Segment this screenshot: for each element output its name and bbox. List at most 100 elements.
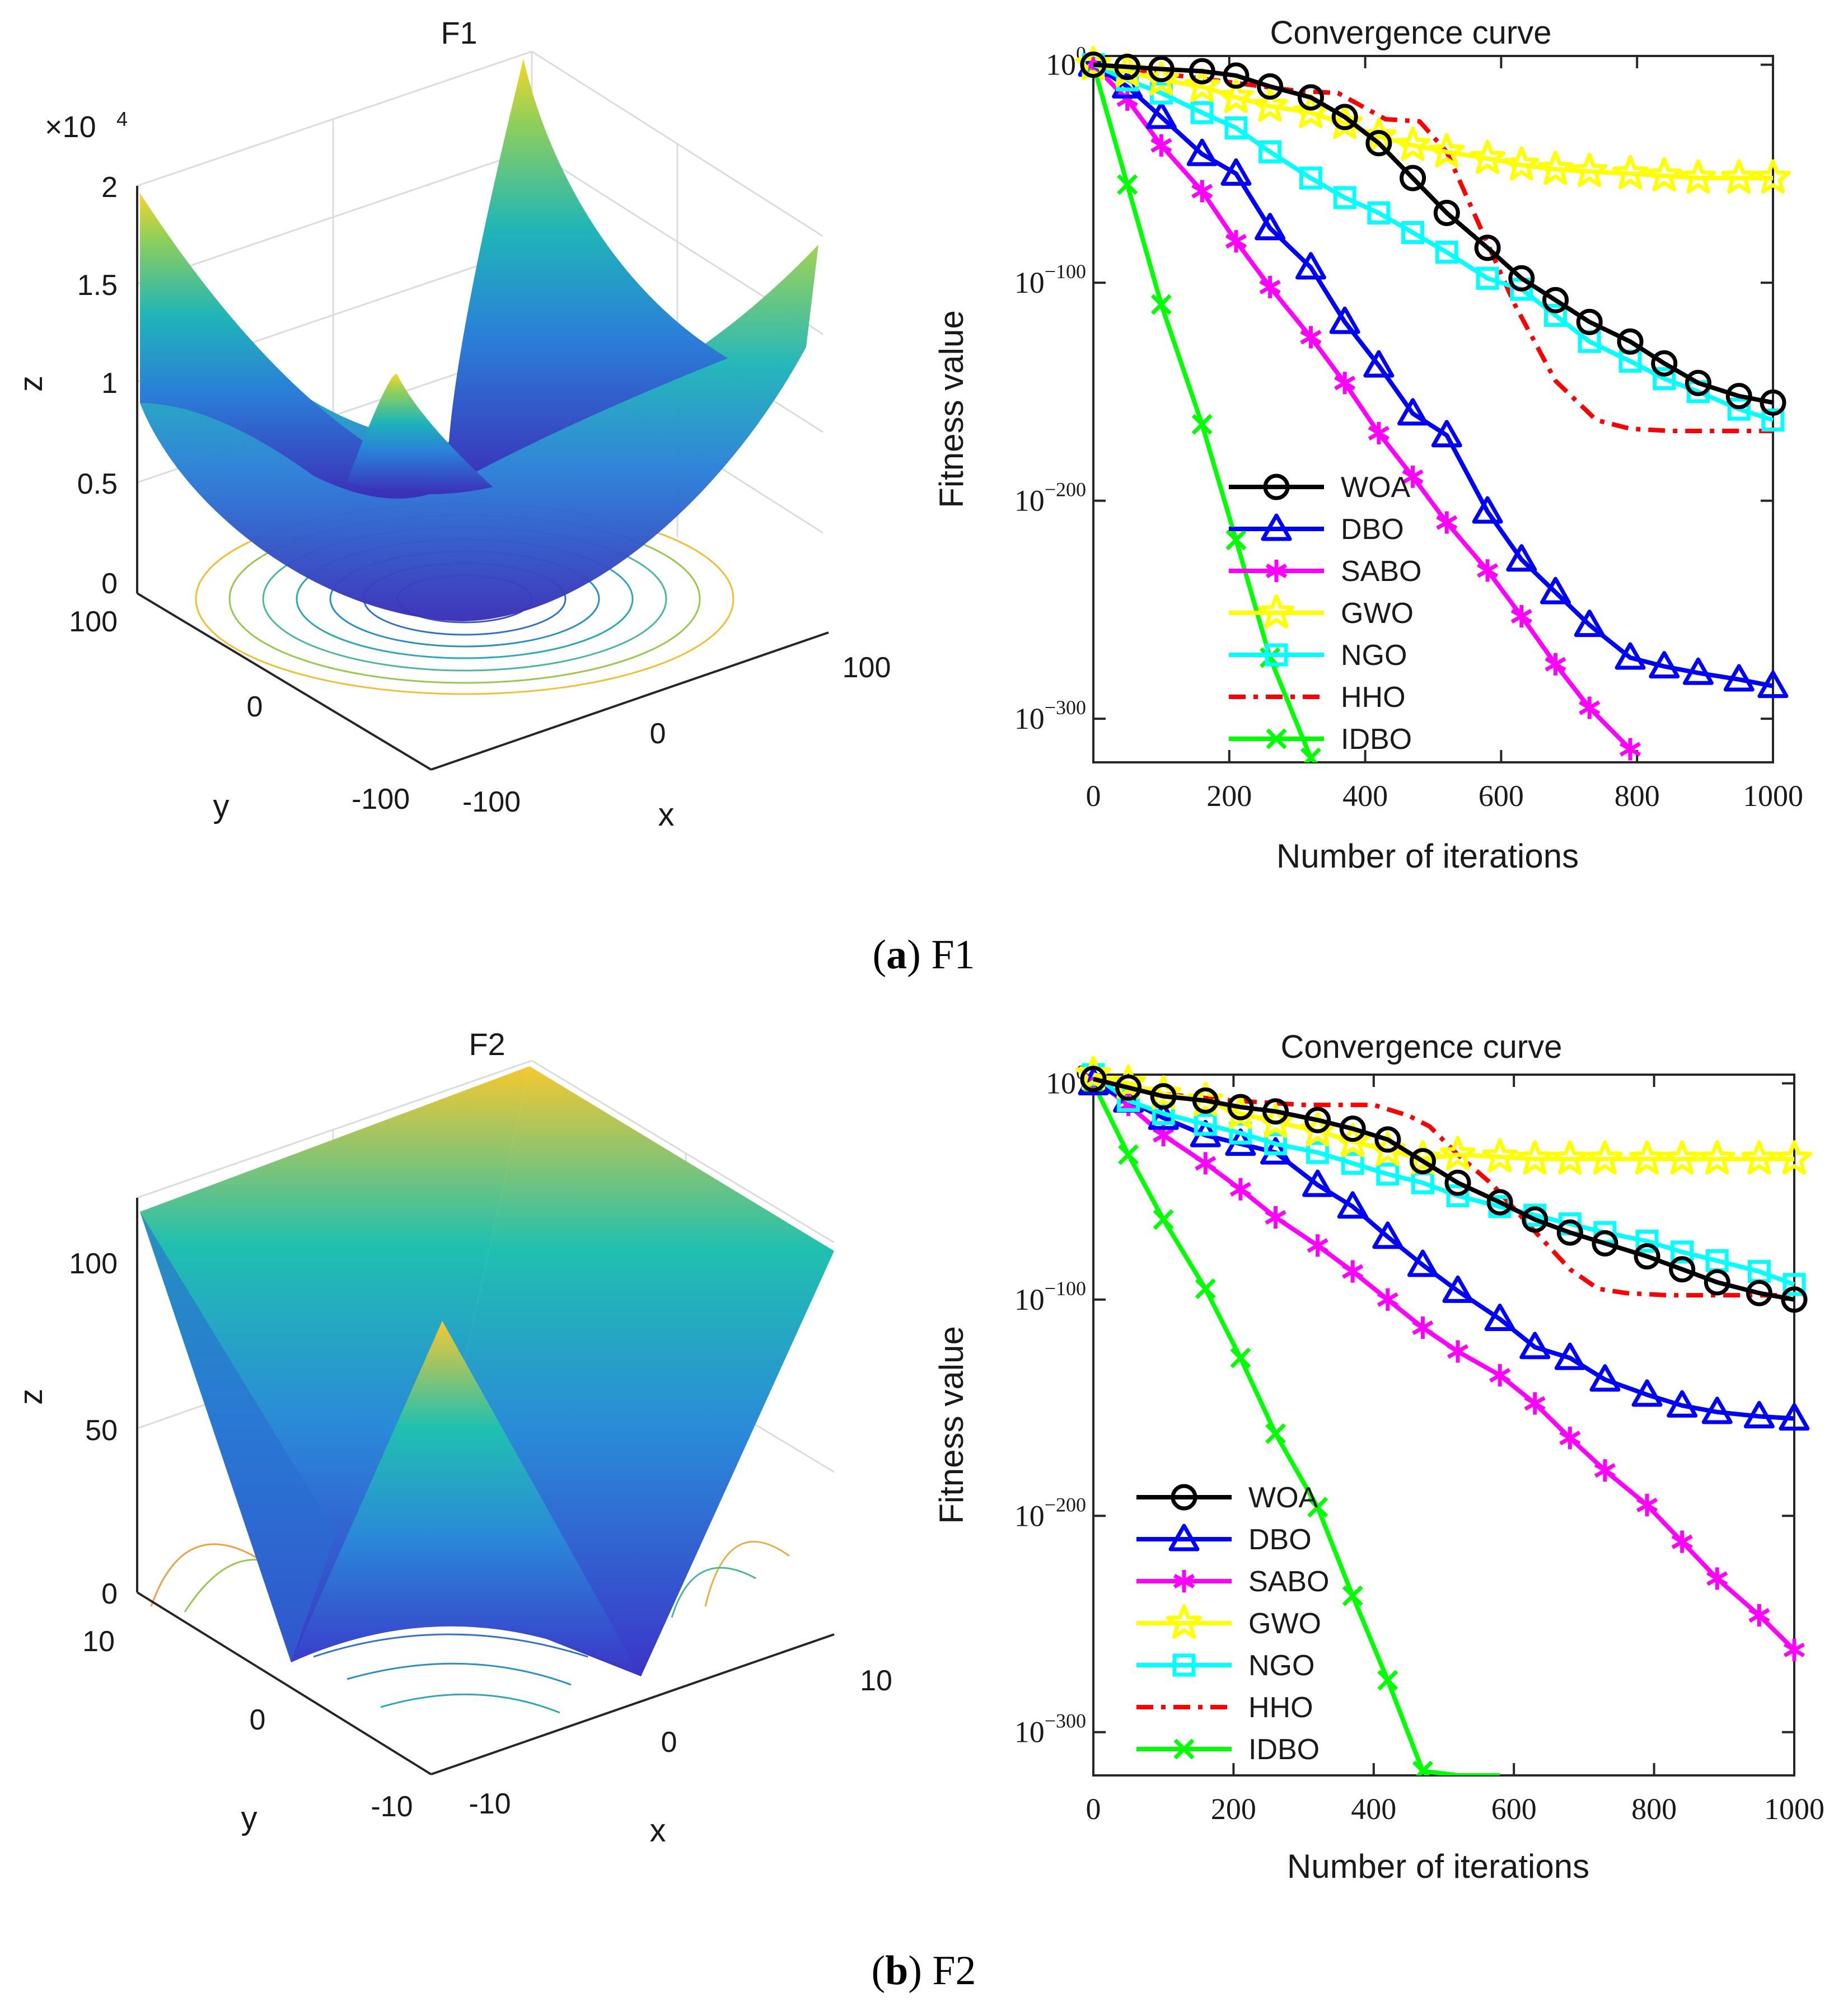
data-point-sabo <box>1265 1206 1286 1229</box>
data-point-dbo <box>1337 1191 1368 1219</box>
data-point-dbo <box>1615 642 1646 670</box>
convergence-chart-f1: 0 200 400 600 800 1000 100 10−100 10−200 10−300 Co… <box>933 15 1803 875</box>
z-tick: 1 <box>101 367 118 400</box>
data-point-gwo <box>1741 1140 1777 1175</box>
data-point-dbo <box>1631 1379 1663 1407</box>
y-axis-label: y <box>213 788 230 824</box>
data-point-woa <box>1189 58 1215 85</box>
caption-b: (b) F2 <box>871 1948 976 1994</box>
z-tick: 50 <box>85 1414 118 1447</box>
legend-label: HHO <box>1341 681 1406 714</box>
legend-label: DBO <box>1248 1524 1312 1556</box>
x-tick-label: 1000 <box>1764 1792 1824 1826</box>
data-point-woa <box>1331 104 1358 130</box>
data-point-idbo <box>1225 529 1247 551</box>
y-tick-label: 10−300 <box>1014 1710 1086 1749</box>
data-point-dbo <box>1519 1332 1551 1360</box>
x-tick-label: 0 <box>1086 1792 1101 1826</box>
data-point-gwo <box>1429 133 1465 168</box>
data-point-gwo <box>1145 1075 1182 1110</box>
data-point-dbo <box>1649 651 1680 679</box>
z-tick: 2 <box>101 171 118 204</box>
data-point-idbo <box>1265 1423 1286 1444</box>
data-point-gwo <box>1664 1140 1700 1175</box>
data-point-woa <box>1115 1074 1142 1101</box>
data-point-ngo <box>1224 116 1248 140</box>
data-point-sabo <box>1191 180 1213 203</box>
data-point-gwo <box>1335 1123 1371 1157</box>
x-tick: -10 <box>469 1788 511 1820</box>
x-tick-label: 800 <box>1615 779 1660 813</box>
data-point-gwo <box>1293 93 1329 129</box>
data-point-sabo <box>1377 1288 1398 1311</box>
x-tick: 10 <box>860 1665 892 1697</box>
data-point-ngo <box>1401 221 1425 244</box>
data-point-dbo <box>1779 1403 1810 1431</box>
data-point-gwo <box>1629 1140 1665 1175</box>
data-point-ngo <box>1544 304 1568 327</box>
data-point-woa <box>1592 1230 1618 1257</box>
data-point-woa <box>1409 1148 1436 1175</box>
z-scale-exponent: 4 <box>116 107 128 130</box>
data-point-gwo <box>1587 1140 1623 1175</box>
data-point-idbo <box>1153 1209 1174 1230</box>
series-gwo <box>1075 46 1791 194</box>
data-point-sabo <box>1706 1567 1728 1590</box>
surface-plot-f1: F1 ×10 4 z 2 1.5 1 0.5 0 100 0 -100 y -1… <box>13 15 891 833</box>
data-point-woa <box>1617 328 1644 355</box>
data-point-gwo <box>1110 1064 1147 1099</box>
data-point-gwo <box>1252 87 1288 122</box>
data-point-ngo <box>1258 140 1282 163</box>
series-line-woa <box>1093 1076 1795 1302</box>
data-point-sabo <box>1545 653 1566 676</box>
data-point-sabo <box>1436 511 1458 534</box>
data-point-ngo <box>1435 241 1458 264</box>
data-point-sabo <box>1334 372 1356 395</box>
data-point-gwo <box>1470 139 1506 174</box>
data-point-gwo <box>1776 1140 1813 1175</box>
convergence-chart-f2: 0 200 400 600 800 1000 100 10−100 10−200 10−300 Co… <box>933 1029 1824 1885</box>
data-point-sabo <box>1412 1316 1434 1339</box>
data-point-sabo <box>1229 1178 1251 1201</box>
x-tick-label: 0 <box>1086 779 1101 813</box>
z-tick: 0.5 <box>77 468 118 500</box>
data-point-gwo <box>1721 159 1757 194</box>
data-point-ngo <box>1782 1273 1806 1296</box>
surface-title: F1 <box>441 15 477 50</box>
data-point-gwo <box>1482 1138 1518 1173</box>
legend-label: SABO <box>1341 555 1422 588</box>
series-line-ngo <box>1092 1072 1795 1287</box>
data-point-dbo <box>1540 577 1571 604</box>
y-tick-label: 100 <box>1046 1061 1086 1100</box>
data-point-dbo <box>1397 398 1429 426</box>
data-point-dbo <box>1472 496 1503 524</box>
z-axis-label: z <box>13 1389 49 1405</box>
data-point-dbo <box>1589 1364 1621 1392</box>
y-tick: 0 <box>250 1704 266 1736</box>
data-point-gwo <box>1646 157 1682 191</box>
data-point-ngo <box>1229 1121 1252 1145</box>
legend-label: DBO <box>1341 513 1404 546</box>
data-point-dbo <box>1506 544 1537 572</box>
data-point-dbo <box>1295 252 1326 280</box>
z-tick: 0 <box>101 568 118 600</box>
data-point-gwo <box>1187 1081 1224 1117</box>
x-tick: 0 <box>661 1726 677 1759</box>
data-point-gwo <box>1612 154 1649 190</box>
x-tick-label: 800 <box>1631 1792 1677 1826</box>
legend-marker-idbo <box>1266 728 1287 749</box>
y-tick-label: 10−100 <box>1014 1277 1086 1316</box>
chart-title: Convergence curve <box>1270 15 1552 51</box>
chart-title: Convergence curve <box>1281 1029 1562 1065</box>
legend-marker-dbo <box>1261 513 1292 541</box>
data-point-woa <box>1400 165 1426 191</box>
legend-label: IDBO <box>1341 723 1412 756</box>
legend-marker-dbo <box>1168 1524 1200 1552</box>
data-point-woa <box>1433 199 1460 226</box>
data-point-dbo <box>1442 1275 1473 1303</box>
data-point-gwo <box>1143 61 1180 96</box>
legend-label: WOA <box>1341 471 1411 504</box>
data-point-gwo <box>1395 126 1431 161</box>
data-point-idbo <box>1191 414 1213 435</box>
